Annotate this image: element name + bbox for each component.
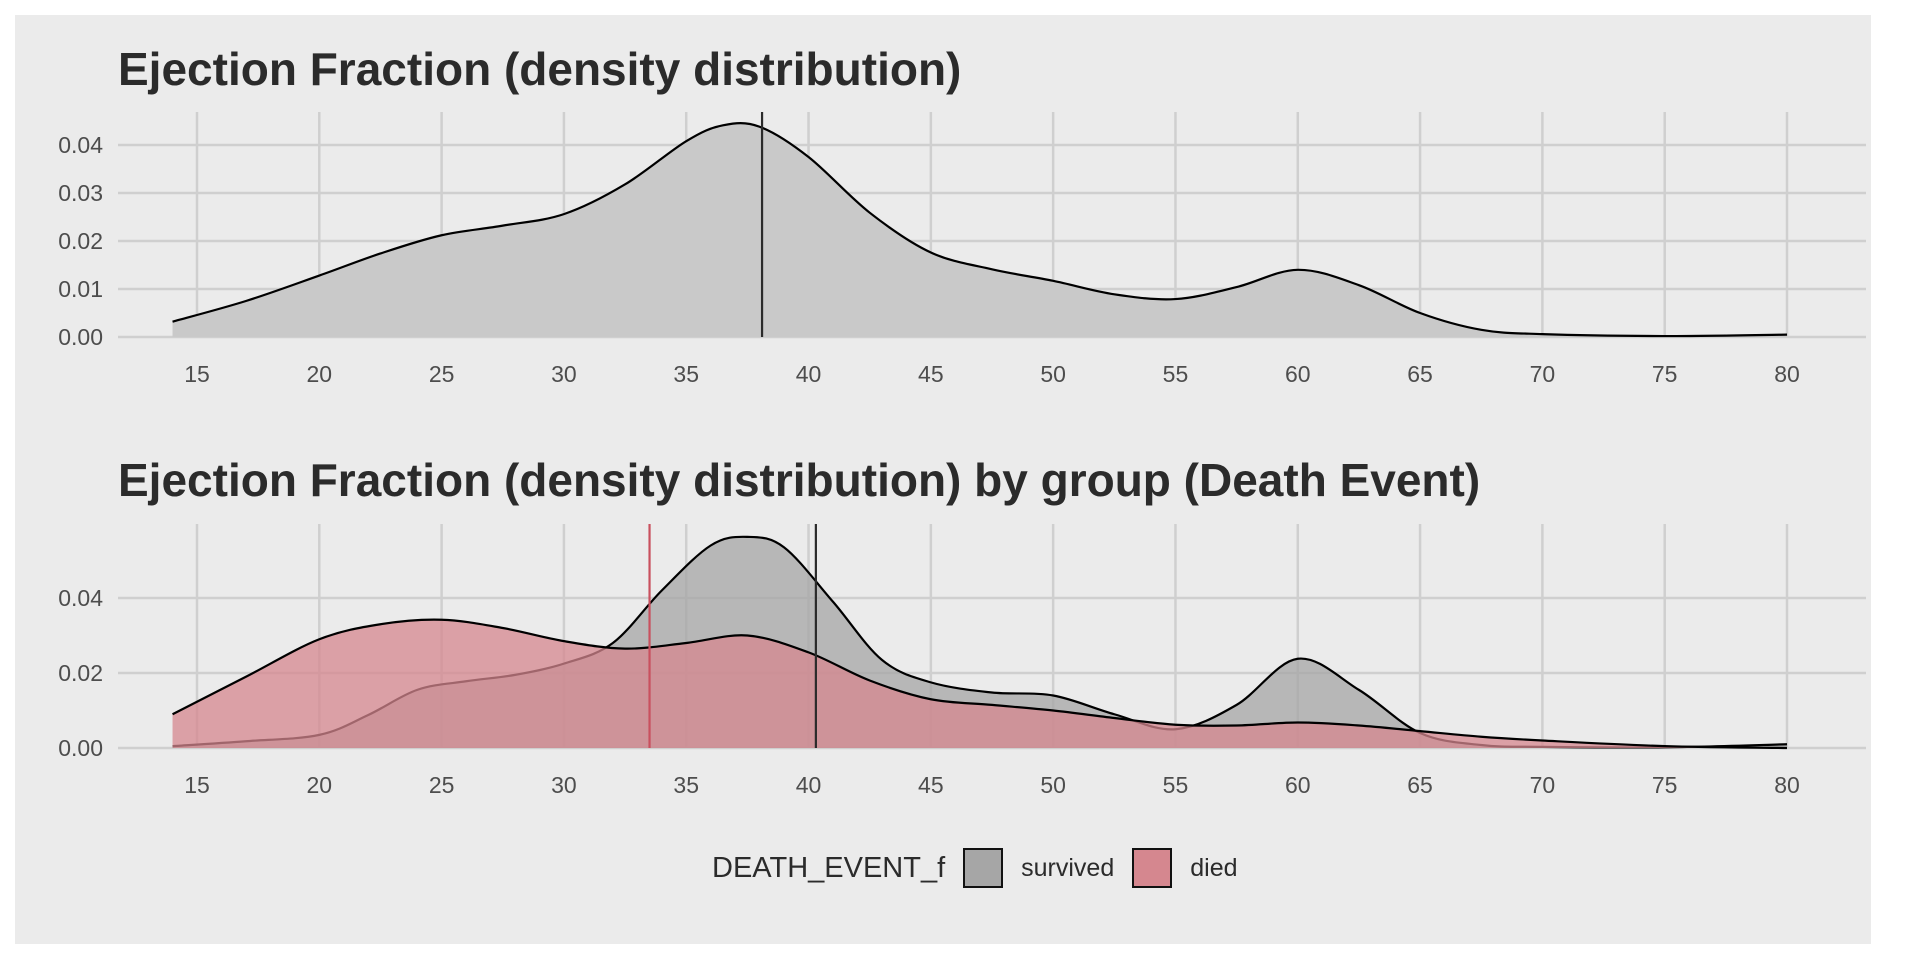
chart-title-top: Ejection Fraction (density distribution)	[118, 43, 962, 95]
legend-label-survived: survived	[1021, 853, 1115, 882]
x-tick-label: 45	[918, 772, 944, 798]
x-tick-label: 40	[796, 361, 822, 387]
density-area-died	[172, 619, 1788, 748]
legend-title: DEATH_EVENT_f	[712, 851, 946, 884]
x-tick-label: 40	[796, 772, 822, 798]
x-tick-label: 30	[551, 361, 577, 387]
density-line-died	[172, 618, 1788, 750]
y-tick-label: 0.02	[58, 228, 103, 254]
density-area-all	[172, 123, 1788, 337]
plot-background	[15, 15, 1871, 944]
x-tick-label: 45	[918, 361, 944, 387]
chart-title-bottom: Ejection Fraction (density distribution)…	[118, 454, 1481, 506]
chart-panel-1: 15 20 25 30 35 40 45 50 55 60 65 70 75 80 0.00 0.01 0.02…	[58, 112, 1866, 387]
x-tick-label: 80	[1774, 361, 1800, 387]
x-tick-label: 15	[184, 772, 210, 798]
x-tick-label: 25	[429, 361, 455, 387]
legend: DEATH_EVENT_f survived died	[712, 845, 1256, 891]
x-tick-label: 35	[673, 361, 699, 387]
x-tick-label: 55	[1163, 772, 1189, 798]
legend-key-survived	[963, 848, 1004, 888]
chart-panel-2: 15 20 25 30 35 40 45 50 55 60 65 70 75 80 0.00 0.02 0.04	[58, 524, 1866, 798]
x-tick-label: 15	[184, 361, 210, 387]
x-tick-label: 35	[673, 772, 699, 798]
x-tick-label: 50	[1040, 772, 1066, 798]
x-tick-label: 60	[1285, 772, 1311, 798]
legend-label-died: died	[1190, 853, 1238, 882]
y-tick-label: 0.03	[58, 180, 103, 206]
x-tick-label: 65	[1407, 361, 1433, 387]
x-tick-label: 75	[1652, 361, 1678, 387]
x-tick-label: 30	[551, 772, 577, 798]
y-tick-label: 0.02	[58, 660, 103, 686]
x-tick-label: 70	[1530, 361, 1556, 387]
x-tick-label: 20	[307, 772, 333, 798]
y-tick-label: 0.04	[58, 585, 103, 611]
x-tick-label: 50	[1040, 361, 1066, 387]
x-tick-label: 55	[1163, 361, 1189, 387]
y-tick-label: 0.00	[58, 324, 103, 350]
y-tick-label: 0.00	[58, 735, 103, 761]
x-tick-label: 70	[1530, 772, 1556, 798]
x-tick-label: 20	[307, 361, 333, 387]
x-tick-label: 75	[1652, 772, 1678, 798]
x-tick-label: 25	[429, 772, 455, 798]
y-tick-label: 0.01	[58, 276, 103, 302]
x-tick-label: 80	[1774, 772, 1800, 798]
legend-key-died	[1132, 848, 1173, 888]
y-tick-label: 0.04	[58, 132, 103, 158]
x-tick-label: 65	[1407, 772, 1433, 798]
density-line-all	[172, 122, 1788, 338]
x-tick-label: 60	[1285, 361, 1311, 387]
